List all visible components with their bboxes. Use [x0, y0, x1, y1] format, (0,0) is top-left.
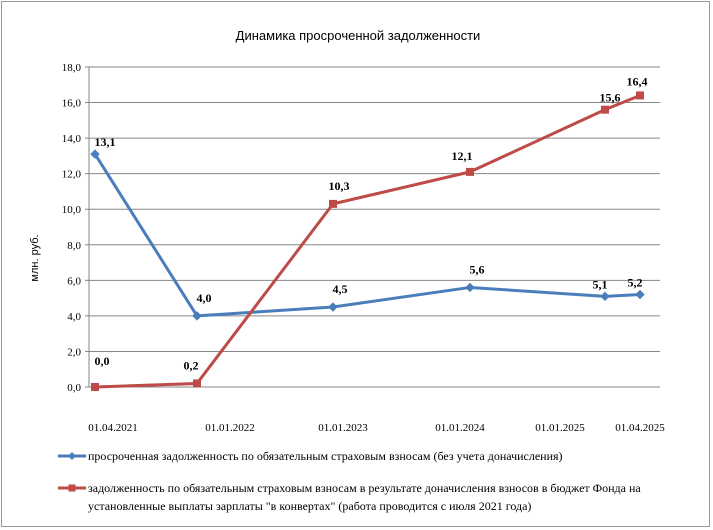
axes — [85, 66, 660, 388]
legend-entry-2-line-2: установленные выплаты зарплаты "в конвер… — [88, 499, 531, 513]
data-point — [635, 289, 645, 300]
data-label: 10,3 — [329, 179, 350, 193]
legend-marker-1 — [68, 452, 76, 460]
data-point — [601, 105, 609, 114]
x-tick-label: 01.01.2022 — [205, 422, 255, 434]
chart-title: Динамика просроченной задолженности — [236, 28, 481, 43]
y-tick-label: 8,0 — [67, 240, 81, 252]
data-label: 16,4 — [627, 74, 648, 88]
data-label: 0,0 — [95, 354, 110, 368]
data-point — [636, 91, 644, 100]
data-point — [328, 302, 338, 312]
legend-entry-2: задолженность по обязательным страховым … — [88, 481, 641, 495]
y-tick-label: 6,0 — [67, 275, 81, 287]
y-tick-label: 16,0 — [62, 98, 82, 110]
y-tick-label: 10,0 — [62, 204, 82, 216]
y-tick-label: 0,0 — [67, 382, 81, 394]
legend-entry-1: просроченная задолженность по обязательн… — [88, 449, 563, 463]
x-tick-labels: 01.04.2021 01.01.2022 01.01.2023 01.01.2024… — [88, 422, 665, 434]
data-label: 15,6 — [600, 91, 621, 105]
data-point — [91, 383, 99, 391]
data-point — [329, 199, 337, 208]
y-tick-label: 2,0 — [67, 346, 81, 358]
x-tick-label: 01.01.2023 — [318, 422, 368, 434]
y-tick-label: 18,0 — [62, 62, 82, 74]
data-label: 5,6 — [470, 262, 485, 276]
data-point — [193, 379, 201, 388]
x-tick-label: 01.04.2021 — [88, 422, 138, 434]
series-line-1 — [93, 153, 641, 318]
gridlines — [89, 66, 660, 352]
data-label: 4,5 — [333, 282, 348, 296]
y-axis-label: млн. руб. — [29, 234, 41, 281]
data-label: 13,1 — [95, 135, 116, 149]
x-tick-label: 01.01.2024 — [435, 422, 485, 434]
data-point — [600, 291, 610, 302]
y-tick-label: 14,0 — [62, 133, 82, 145]
data-label: 12,1 — [452, 149, 473, 163]
data-label: 5,2 — [628, 276, 643, 290]
data-label: 5,1 — [593, 277, 608, 291]
data-labels: 13,1 4,0 4,5 5,6 5,1 5,2 0,0 0,2 10,3 12,1 15,6 16,… — [95, 74, 648, 372]
y-tick-label: 12,0 — [62, 169, 82, 181]
legend-marker-2 — [68, 484, 76, 492]
data-label: 4,0 — [197, 291, 212, 305]
data-label: 0,2 — [184, 358, 199, 372]
series-group — [90, 91, 645, 391]
data-point — [466, 167, 474, 176]
data-point — [192, 311, 202, 321]
data-point — [465, 282, 475, 293]
x-tick-label: 01.01.2025 — [535, 422, 585, 434]
y-tick-labels: 0,0 2,0 4,0 6,0 8,0 10,0 12,0 14,0 16,0 18,0 — [62, 62, 82, 394]
y-tick-label: 4,0 — [67, 311, 81, 323]
series-line-2 — [94, 94, 641, 389]
x-tick-label: 01.04.2025 — [615, 422, 665, 434]
legend: просроченная задолженность по обязательн… — [58, 449, 641, 513]
data-point — [90, 149, 100, 159]
